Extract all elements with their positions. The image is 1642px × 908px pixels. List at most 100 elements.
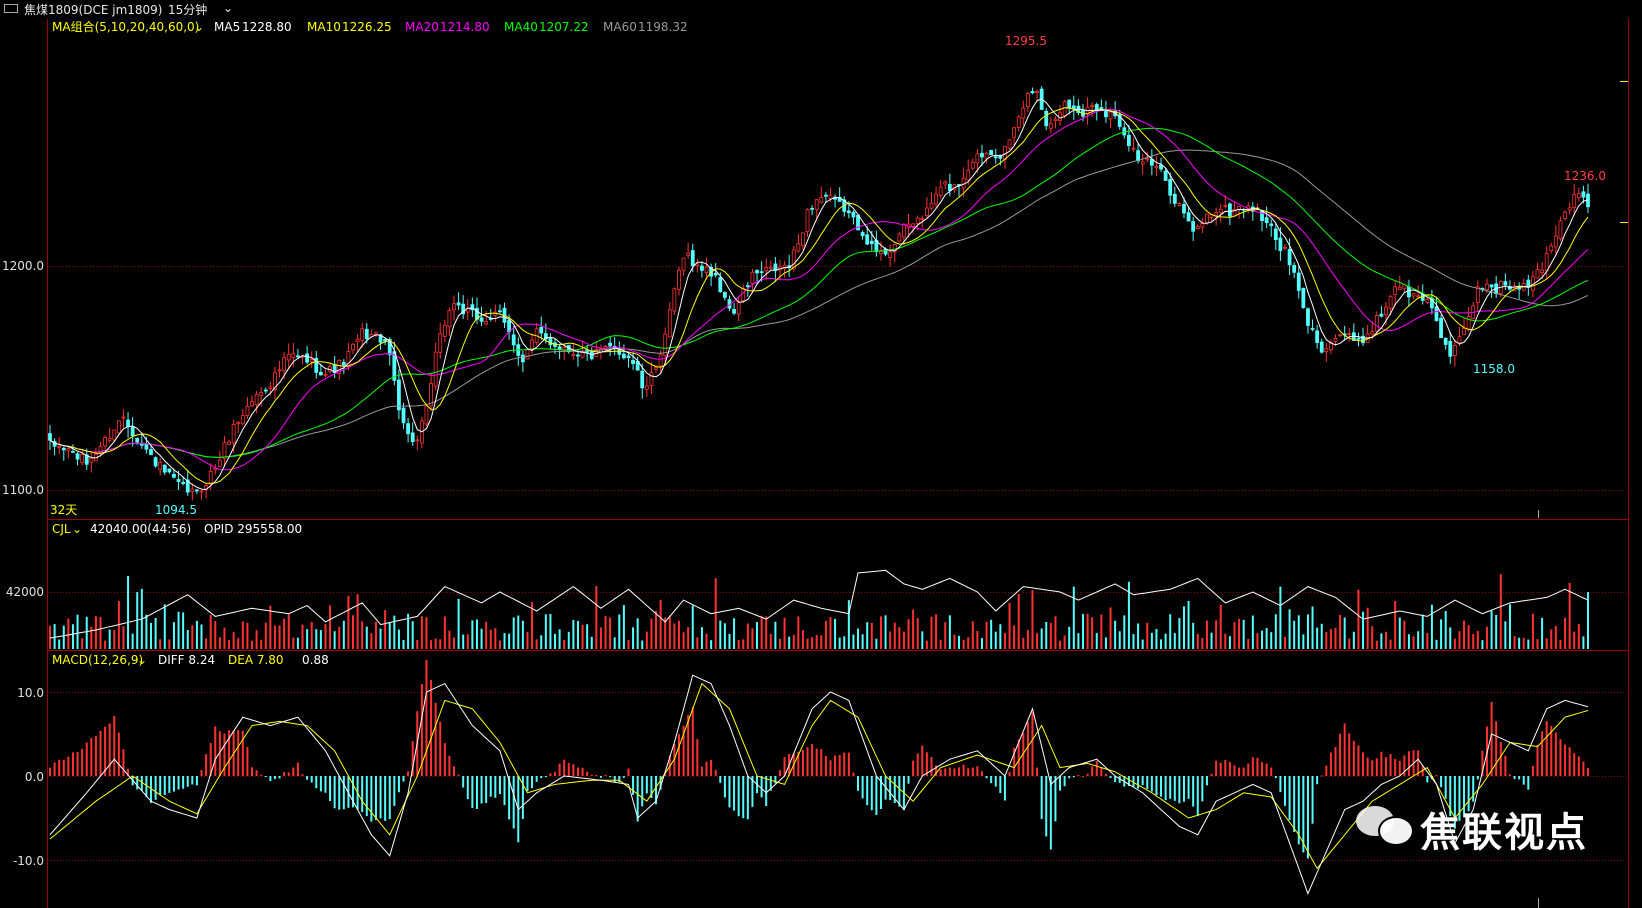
macd-histogram-bar xyxy=(384,776,387,821)
macd-histogram-bar xyxy=(1366,757,1369,776)
macd-histogram-bar xyxy=(154,776,157,800)
candle-body xyxy=(268,386,273,389)
ma5-line xyxy=(49,98,1589,491)
volume-bar xyxy=(801,630,804,649)
volume-bar xyxy=(916,618,919,649)
price-panel[interactable] xyxy=(48,86,1590,501)
macd-histogram-bar xyxy=(1233,765,1236,776)
candle-body xyxy=(185,479,190,493)
volume-bar xyxy=(1306,614,1309,649)
macd-histogram-bar xyxy=(857,776,860,791)
candle-body xyxy=(273,372,277,390)
ma5-legend: MA5 xyxy=(214,20,240,34)
candle-body xyxy=(814,199,819,210)
candle-body xyxy=(644,385,649,390)
macd-histogram-bar xyxy=(407,771,410,776)
volume-dropdown-icon[interactable]: ⌄ xyxy=(72,522,82,536)
candle-body xyxy=(1425,299,1430,303)
volume-bar xyxy=(402,639,405,649)
candle-body xyxy=(149,449,153,456)
candle-body xyxy=(217,459,222,467)
volume-bar xyxy=(1412,636,1415,649)
period-dropdown-icon[interactable]: ⌄ xyxy=(223,1,234,15)
volume-bar xyxy=(466,634,469,649)
candle-body xyxy=(158,462,163,470)
macd-histogram-bar xyxy=(489,776,492,797)
volume-bar xyxy=(1068,626,1071,649)
candle-body xyxy=(1384,306,1388,316)
volume-bar xyxy=(1228,636,1231,649)
volume-bar xyxy=(329,605,332,649)
volume-bar xyxy=(1040,628,1043,649)
macd-histogram-bar xyxy=(806,747,809,776)
macd-histogram-bar xyxy=(480,776,483,804)
volume-bar xyxy=(352,615,355,649)
volume-bar xyxy=(1366,607,1369,649)
macd-histogram-bar xyxy=(374,776,377,820)
candle-body xyxy=(1402,284,1407,289)
macd-histogram-bar xyxy=(1311,776,1314,824)
ma-dropdown-icon[interactable]: ⌄ xyxy=(194,20,204,34)
macd-histogram-bar xyxy=(935,765,938,776)
contract-title[interactable]: 焦煤1809(DCE jm1809) xyxy=(24,3,163,17)
volume-bar xyxy=(457,598,460,649)
candle-body xyxy=(681,257,686,271)
volume-bar xyxy=(177,611,180,649)
macd-histogram-bar xyxy=(925,752,928,776)
macd-histogram-bar xyxy=(948,767,951,776)
candle-body xyxy=(1379,313,1384,317)
ma10-value: 1226.25 xyxy=(342,20,392,34)
macd-histogram-bar xyxy=(241,730,244,776)
macd-histogram-bar xyxy=(1008,772,1011,776)
candle-body xyxy=(732,309,736,314)
volume-bar xyxy=(1247,639,1250,649)
candle-body xyxy=(667,309,672,338)
macd-histogram-bar xyxy=(1348,733,1351,776)
volume-bar xyxy=(1026,630,1029,649)
macd-histogram-bar xyxy=(801,750,804,776)
volume-indicator-label[interactable]: CJL xyxy=(52,522,71,536)
volume-bar xyxy=(650,618,653,649)
macd-histogram-bar xyxy=(710,760,713,776)
macd-histogram-bar xyxy=(1095,760,1098,776)
volume-bar xyxy=(287,614,290,649)
macd-panel[interactable] xyxy=(49,660,1589,895)
volume-bar xyxy=(319,630,322,649)
window-restore-icon[interactable] xyxy=(4,4,18,13)
macd-indicator-label[interactable]: MACD(12,26,9) xyxy=(52,653,143,667)
volume-bar xyxy=(416,639,419,649)
candle-body xyxy=(1452,344,1457,356)
macd-histogram-bar xyxy=(737,776,740,817)
volume-bar xyxy=(154,617,157,649)
candle-body xyxy=(1126,134,1131,146)
candle-body xyxy=(167,468,172,473)
macd-histogram-bar xyxy=(1256,757,1259,776)
volume-bar xyxy=(1389,639,1392,649)
candle-body xyxy=(695,263,700,266)
macd-histogram-bar xyxy=(939,769,942,776)
ma-indicator-label[interactable]: MA组合(5,10,20,40,60,0) xyxy=(52,19,199,34)
macd-histogram-bar xyxy=(361,776,364,813)
macd-histogram-bar xyxy=(742,776,745,819)
macd-histogram-bar xyxy=(122,749,125,776)
volume-bar xyxy=(999,624,1002,649)
candle-body xyxy=(438,333,443,353)
macd-histogram-bar xyxy=(1274,776,1277,779)
macd-dropdown-icon[interactable]: ⌄ xyxy=(137,653,147,667)
macd-histogram-bar xyxy=(958,767,961,776)
macd-histogram-bar xyxy=(76,752,79,776)
macd-histogram-bar xyxy=(411,741,414,776)
volume-bar xyxy=(1169,614,1172,649)
candle-body xyxy=(1333,338,1338,342)
period-selector[interactable]: 15分钟 xyxy=(168,3,208,17)
volume-bar xyxy=(696,637,699,649)
candle-body xyxy=(557,346,562,350)
macd-histogram-bar xyxy=(994,776,997,787)
candle-body xyxy=(1292,265,1297,273)
right-axis-marks xyxy=(1538,81,1628,908)
volume-panel[interactable] xyxy=(49,569,1589,649)
macd-histogram-bar xyxy=(912,760,915,776)
volume-bar xyxy=(526,632,529,649)
volume-bar xyxy=(1430,604,1433,649)
